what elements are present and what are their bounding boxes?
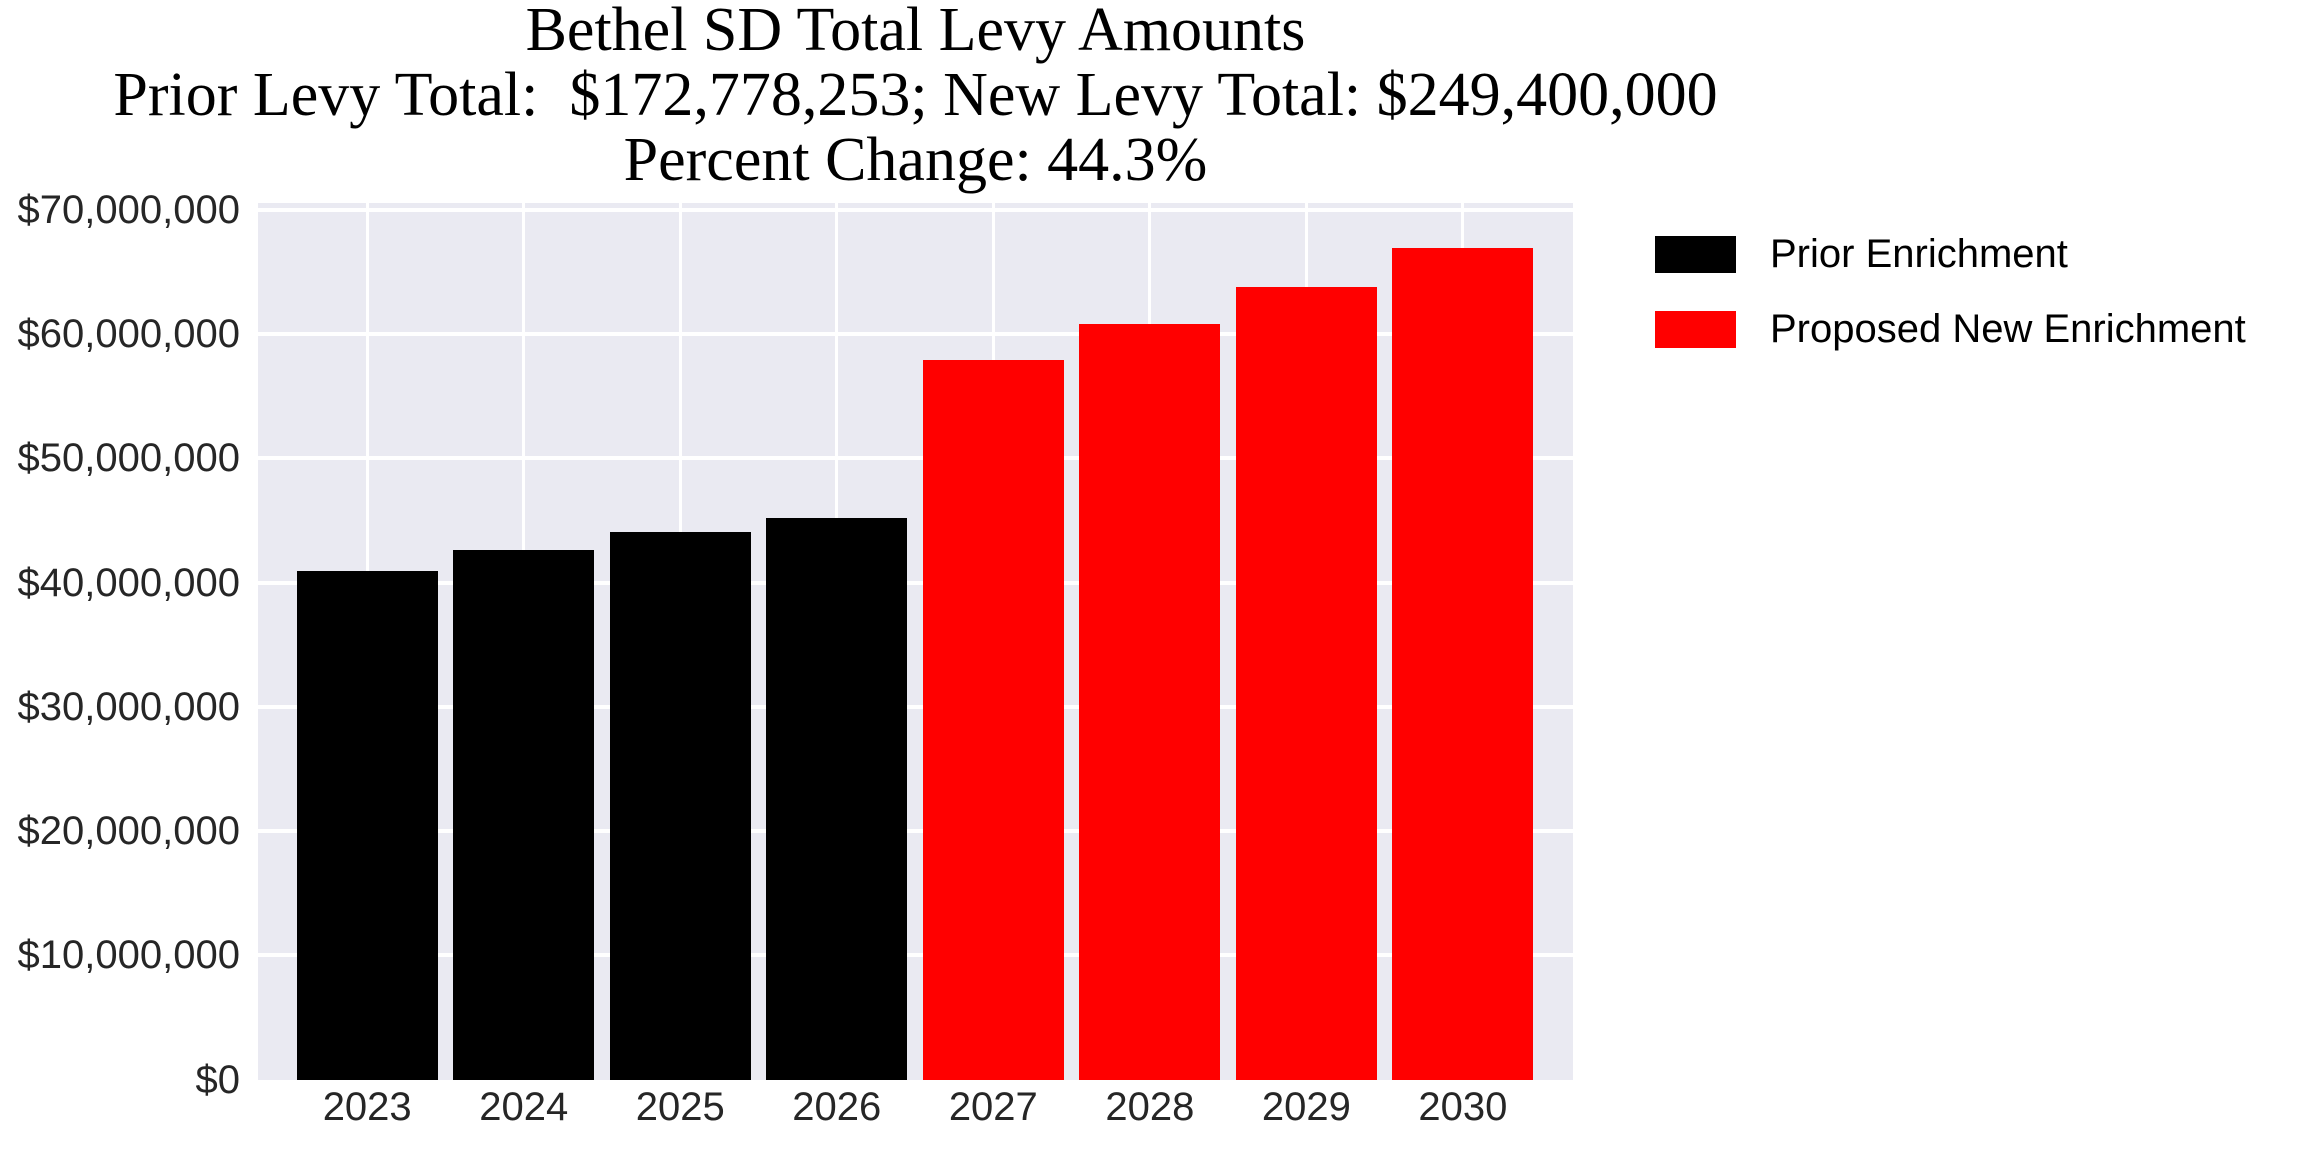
y-tick-label: $50,000,000 [17,436,240,481]
legend-item: Proposed New Enrichment [1655,309,2246,349]
bar-2030 [1392,248,1534,1080]
x-tick-label-2023: 2023 [322,1085,412,1129]
gridline-horizontal [258,580,1573,585]
gridline-horizontal [258,207,1573,212]
bar-2028 [1079,324,1221,1080]
y-tick-label: $10,000,000 [17,933,240,978]
y-tick-label: $70,000,000 [17,187,240,232]
gridline-horizontal [258,456,1573,461]
bar-2029 [1235,286,1377,1080]
bar-2025 [609,531,751,1080]
black-swatch [1655,235,1736,273]
y-tick-label: $40,000,000 [17,560,240,605]
legend-label: Prior Enrichment [1770,232,2068,276]
legend: Prior Enrichment Proposed New Enrichment [1655,234,2246,349]
x-tick-label-2025: 2025 [635,1085,725,1129]
y-tick-label: $30,000,000 [17,684,240,729]
bar-2023 [296,571,438,1080]
x-tick-label-2027: 2027 [948,1085,1038,1129]
y-tick-label: $60,000,000 [17,312,240,356]
y-tick-label: $0 [195,1057,241,1102]
red-swatch [1655,310,1736,348]
bar-2027 [922,360,1064,1080]
chart-title-line2: Prior Levy Total: $172,778,253; New Levy… [113,61,1718,129]
x-tick-label-2024: 2024 [479,1085,569,1129]
x-tick-label-2029: 2029 [1261,1085,1351,1129]
gridline-horizontal [258,953,1573,958]
x-tick-label-2026: 2026 [792,1085,882,1129]
plot-area [258,203,1573,1080]
gridline-horizontal [258,829,1573,833]
bar-2024 [453,550,595,1080]
x-tick-label-2028: 2028 [1105,1085,1195,1129]
y-tick-label: $20,000,000 [17,809,240,853]
x-tick-label-2030: 2030 [1418,1085,1508,1129]
legend-item: Prior Enrichment [1655,234,2246,274]
legend-label: Proposed New Enrichment [1770,307,2246,351]
bar-2026 [766,517,908,1080]
gridline-horizontal [258,704,1573,709]
chart-title: Bethel SD Total Levy Amounts Prior Levy … [0,0,1831,193]
gridline-horizontal [258,332,1573,336]
chart-title-line3: Percent Change: 44.3% [623,126,1208,194]
chart-title-line1: Bethel SD Total Levy Amounts [525,0,1306,64]
